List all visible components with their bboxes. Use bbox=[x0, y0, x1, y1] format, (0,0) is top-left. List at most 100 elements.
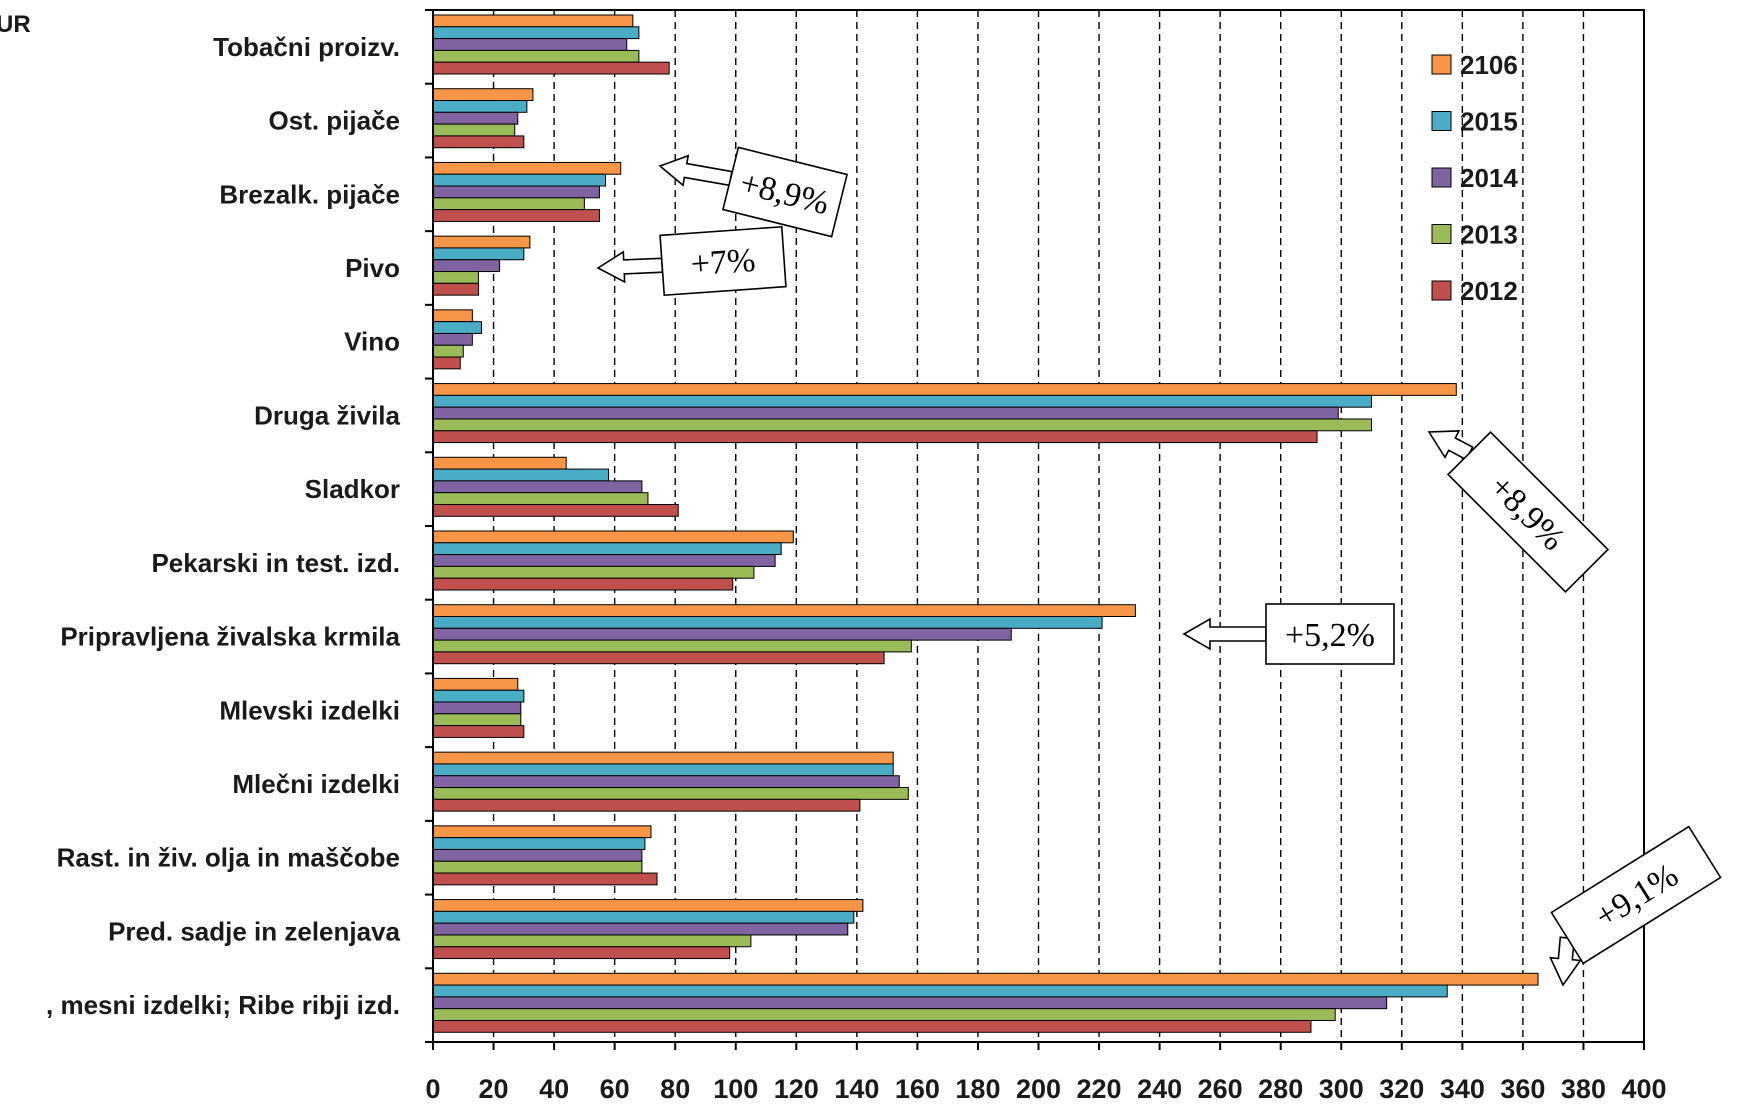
bar bbox=[432, 554, 776, 567]
x-tick-label: 360 bbox=[1500, 1074, 1545, 1103]
bar bbox=[432, 356, 461, 370]
bar bbox=[432, 235, 531, 249]
x-tick-label: 200 bbox=[1016, 1074, 1061, 1103]
bar bbox=[432, 972, 1539, 986]
bar bbox=[432, 430, 1318, 444]
bar bbox=[432, 26, 640, 40]
x-tick-label: 180 bbox=[955, 1074, 1000, 1103]
category-label: Tobačni proizv. bbox=[213, 32, 400, 62]
x-tick-label: 20 bbox=[479, 1074, 509, 1103]
bar bbox=[432, 456, 567, 470]
bar bbox=[432, 565, 755, 579]
category-label: Brezalk. pijače bbox=[219, 179, 400, 209]
bar bbox=[432, 577, 734, 591]
x-tick-label: 380 bbox=[1561, 1074, 1606, 1103]
annotation-callout: +8,9% bbox=[721, 146, 849, 238]
bar bbox=[432, 872, 658, 886]
grid-layer bbox=[492, 10, 1585, 1042]
bar bbox=[432, 344, 464, 358]
labels-layer: 0 20 40 60 80 100 120 140 160 180 200 220 240 260 280 3… bbox=[0, 11, 1667, 1104]
bar bbox=[432, 332, 473, 346]
bar bbox=[432, 123, 516, 137]
bar bbox=[432, 984, 1448, 998]
x-tick-label: 0 bbox=[425, 1074, 440, 1103]
category-label: Rast. in živ. olja in maščobe bbox=[57, 843, 400, 873]
category-label: Mlevski izdelki bbox=[219, 695, 400, 725]
bar bbox=[432, 49, 640, 63]
bar bbox=[432, 173, 607, 187]
bar bbox=[432, 775, 900, 789]
x-tick-label: 300 bbox=[1319, 1074, 1364, 1103]
bar bbox=[432, 161, 622, 175]
bar bbox=[432, 14, 634, 28]
bar bbox=[432, 825, 652, 839]
bar bbox=[432, 394, 1373, 408]
bar bbox=[432, 503, 679, 517]
category-label: Pred. sadje in zelenjava bbox=[108, 916, 400, 946]
bar bbox=[432, 185, 601, 199]
bar bbox=[432, 100, 528, 113]
x-tick-label: 80 bbox=[660, 1074, 690, 1103]
bar bbox=[432, 627, 1012, 641]
bar bbox=[432, 259, 501, 273]
bar bbox=[432, 604, 1136, 618]
bar bbox=[432, 860, 643, 874]
bar bbox=[432, 798, 861, 812]
bar bbox=[432, 247, 525, 261]
bar bbox=[432, 468, 610, 482]
legend-swatch bbox=[1431, 54, 1452, 75]
bars-layer bbox=[432, 14, 1539, 1033]
bar bbox=[432, 616, 1103, 629]
axis-layer bbox=[425, 9, 1645, 1050]
annotations-layer: +8,9%+7%+8,9%+5,2%+9,1% bbox=[596, 146, 1722, 987]
annotation-arrow bbox=[1427, 430, 1474, 461]
bar bbox=[432, 946, 731, 960]
annotation-arrow bbox=[596, 250, 664, 284]
x-tick-label: 140 bbox=[834, 1074, 879, 1103]
category-label: Pekarski in test. izd. bbox=[151, 548, 400, 578]
bar bbox=[432, 38, 628, 51]
x-tick-label: 60 bbox=[600, 1074, 630, 1103]
legend-label: 2014 bbox=[1460, 163, 1518, 193]
bar bbox=[432, 530, 794, 544]
bar bbox=[432, 701, 522, 715]
bar bbox=[432, 418, 1373, 432]
annotation-label: +5,2% bbox=[1285, 617, 1375, 654]
bar bbox=[432, 309, 473, 323]
bar bbox=[432, 713, 522, 727]
x-tick-label: 100 bbox=[713, 1074, 758, 1103]
annotation-box bbox=[1550, 825, 1722, 965]
bar bbox=[432, 763, 894, 777]
annotation-box bbox=[1446, 430, 1610, 594]
x-tick-label: 400 bbox=[1621, 1074, 1666, 1103]
legend-layer: 2106 2015 2014 2013 2012 bbox=[1431, 50, 1518, 306]
annotation-callout: +5,2% bbox=[1265, 603, 1395, 665]
x-tick-label: 280 bbox=[1258, 1074, 1303, 1103]
bar bbox=[432, 88, 534, 102]
bar bbox=[432, 651, 885, 665]
x-tick-label: 240 bbox=[1137, 1074, 1182, 1103]
legend-swatch bbox=[1431, 167, 1452, 188]
bar bbox=[432, 197, 585, 211]
x-tick-label: 260 bbox=[1198, 1074, 1243, 1103]
bar bbox=[432, 1008, 1336, 1021]
legend-label: 2015 bbox=[1460, 107, 1518, 137]
bar bbox=[432, 689, 525, 703]
x-tick-label: 160 bbox=[895, 1074, 940, 1103]
annotation-callout: +7% bbox=[659, 225, 787, 297]
category-label: Pripravljena živalska krmila bbox=[60, 622, 400, 652]
x-tick-label: 340 bbox=[1440, 1074, 1485, 1103]
bar bbox=[432, 837, 646, 850]
bar bbox=[432, 480, 643, 494]
bar bbox=[432, 1019, 1312, 1033]
category-label: Mlečni izdelki bbox=[232, 769, 400, 799]
annotation-box bbox=[659, 225, 787, 297]
bar bbox=[432, 61, 670, 75]
bar bbox=[432, 209, 601, 222]
legend-label: 2013 bbox=[1460, 220, 1518, 250]
category-label: , mesni izdelki; Ribe ribji izd. bbox=[46, 990, 400, 1020]
legend-swatch bbox=[1431, 224, 1452, 244]
annotation-arrow bbox=[658, 154, 733, 187]
